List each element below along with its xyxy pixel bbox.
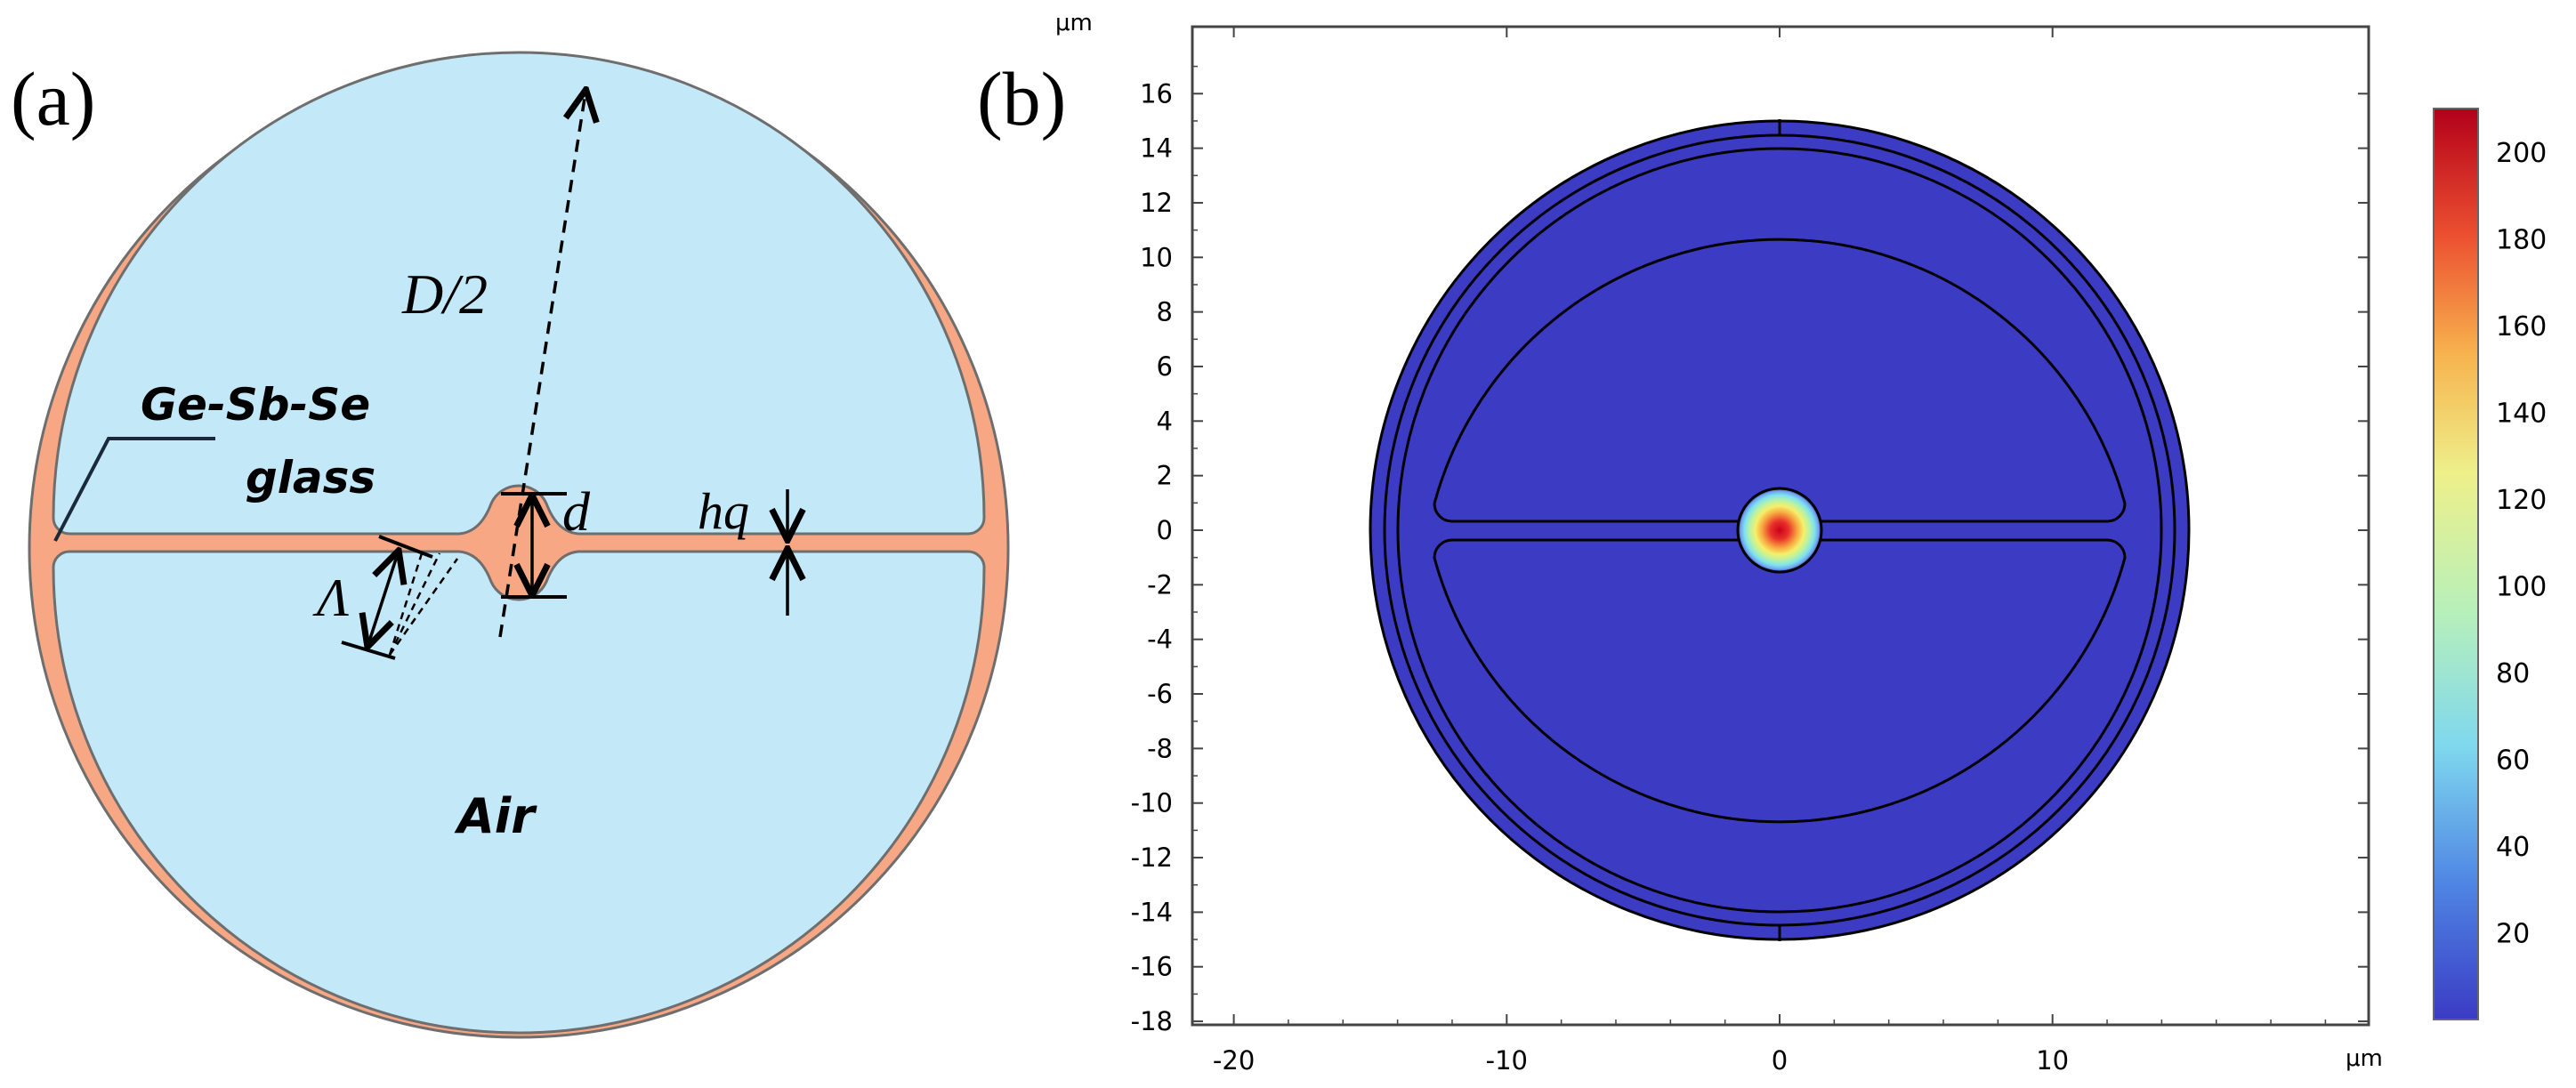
pitch-dashed-2: [388, 552, 441, 656]
fiber-lower-hole-boundary: [1433, 538, 2127, 824]
y-tick-label: -10: [1131, 788, 1173, 818]
panel-b: (b) μm μm 1614121086420-2-4-6-8-10-12-14…: [977, 10, 2547, 1076]
colorbar-tick-label: 140: [2496, 398, 2547, 429]
y-tick-label: -2: [1147, 569, 1173, 600]
x-axis-ticks: -20 -10 0 10: [1213, 27, 2327, 1076]
y-tick-label: -12: [1131, 842, 1173, 873]
colorbar-tick-label: 160: [2496, 311, 2547, 343]
pitch-dashed-1: [388, 552, 424, 656]
colorbar-tick-label: 200: [2496, 138, 2547, 169]
glass-leader-line: [53, 437, 215, 542]
colorbar-tick-label: 80: [2496, 658, 2530, 689]
x-axis-unit: μm: [2346, 1045, 2383, 1072]
y-tick-label: 8: [1157, 297, 1173, 327]
glass-label-line2: glass: [246, 452, 375, 504]
core-diameter-label: d: [562, 482, 591, 543]
y-tick-label: 6: [1157, 351, 1173, 382]
glass-label-line1: Ge-Sb-Se: [141, 379, 370, 431]
colorbar-tick-label: 100: [2496, 571, 2547, 602]
bridge-thickness-label: hq: [698, 482, 749, 540]
y-tick-label: 4: [1157, 406, 1173, 436]
fiber-upper-hole-boundary: [1433, 238, 2127, 523]
panel-a: (a) D/2 Ge-Sb-Se glass d hq Λ Air: [11, 51, 1010, 1039]
x-tick-label: 10: [2036, 1045, 2069, 1076]
y-tick-label: 10: [1140, 242, 1173, 272]
y-tick-label: 12: [1140, 188, 1173, 218]
y-tick-label: -6: [1147, 679, 1173, 709]
colorbar-tick-label: 60: [2496, 745, 2530, 776]
fiber-cross-section: [1369, 119, 2191, 941]
colorbar-ticks: 200 180 160 140 120 100 80 60 40 20: [2496, 138, 2547, 950]
core-mode-field: [1736, 487, 1823, 574]
colorbar-tick-label: 180: [2496, 224, 2547, 255]
colorbar-tick-label: 40: [2496, 832, 2530, 863]
y-tick-label: 0: [1157, 515, 1173, 545]
panel-b-label: (b): [977, 56, 1066, 141]
pitch-label: Λ: [312, 568, 349, 627]
x-tick-label: -10: [1486, 1045, 1528, 1076]
colorbar-tick-label: 20: [2496, 918, 2530, 949]
y-axis-ticks: 16 14 12 10 8 6 4 2 0 -2 -4 -6 -8 -10 -12 -14 -16 -18: [1131, 65, 2369, 1036]
y-tick-label: -8: [1147, 733, 1173, 763]
panel-a-label: (a): [11, 56, 95, 141]
y-tick-label: -16: [1131, 952, 1173, 982]
x-tick-label: -20: [1213, 1045, 1255, 1076]
y-tick-label: 16: [1140, 78, 1173, 109]
x-tick-label: 0: [1772, 1045, 1788, 1076]
fiber-inner-ring-2: [1396, 147, 2163, 914]
pitch-dim-arrow: [368, 553, 398, 644]
colorbar: [2433, 108, 2479, 1020]
y-tick-label: 2: [1157, 461, 1173, 491]
upper-air-hole: [52, 51, 986, 536]
air-label: Air: [454, 788, 537, 844]
diameter-label: D/2: [401, 262, 488, 326]
y-tick-label: 14: [1140, 133, 1173, 164]
y-tick-label: -14: [1131, 897, 1173, 927]
colorbar-tick-label: 120: [2496, 485, 2547, 516]
y-tick-label: -4: [1147, 625, 1173, 655]
y-axis-unit: μm: [1055, 10, 1093, 36]
y-tick-label: -18: [1131, 1006, 1173, 1036]
